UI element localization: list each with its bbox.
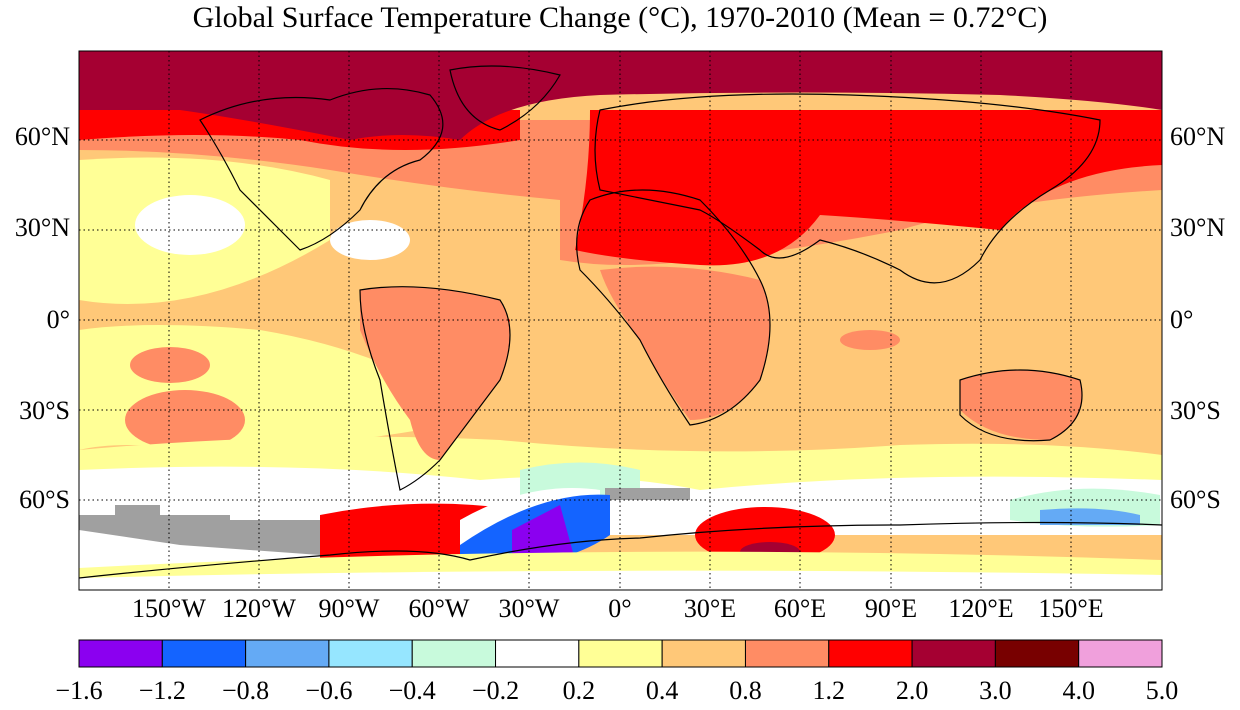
- field-arctic-darkred: [79, 51, 1162, 140]
- colorbar-swatch: [411, 639, 497, 668]
- colorbar-swatch: [911, 639, 996, 668]
- chart-title: Global Surface Temperature Change (°C), …: [192, 1, 1048, 34]
- colorbar: [78, 639, 1163, 668]
- colorbar-swatch: [744, 639, 830, 668]
- lat-label-30n-right: 30°N: [1170, 213, 1226, 242]
- coast-australia: [959, 369, 1083, 442]
- colorbar-swatch: [994, 639, 1080, 668]
- coast-antarctica: [79, 521, 1162, 579]
- lon-label-120e: 120°E: [948, 594, 1014, 623]
- colorbar-swatch: [495, 639, 580, 668]
- colorbar-swatch: [245, 639, 330, 668]
- colorbar-tick-label: 1.2: [812, 676, 846, 705]
- colorbar-tick-label: −0.4: [388, 676, 436, 705]
- colorbar-tick-label: 0.8: [729, 676, 762, 705]
- lat-label-60n-right: 60°N: [1170, 122, 1226, 151]
- lat-label-60n-left: 60°N: [14, 122, 70, 151]
- field-eantarctic-red: [695, 507, 835, 563]
- colorbar-tick-label: −1.2: [138, 676, 186, 705]
- colorbar-swatch: [1078, 639, 1163, 668]
- coast-eurasia: [594, 93, 1101, 284]
- colorbar-tick-label: 4.0: [1062, 676, 1095, 705]
- lon-label-0: 0°: [608, 594, 632, 623]
- lon-label-60w: 60°W: [408, 594, 470, 623]
- colorbar-swatch: [328, 639, 413, 668]
- lat-label-30s-right: 30°S: [1170, 396, 1221, 425]
- lon-label-120w: 120°W: [222, 594, 296, 623]
- field-missing-data: [79, 515, 320, 555]
- colorbar-tick-label: 3.0: [979, 676, 1012, 705]
- coastlines: [79, 65, 1162, 579]
- lat-label-60s-right: 60°S: [1170, 485, 1221, 514]
- lon-label-90e: 90°E: [864, 594, 918, 623]
- colorbar-swatch: [161, 639, 247, 668]
- colorbar-tick-label: −0.6: [305, 676, 353, 705]
- lon-label-30e: 30°E: [683, 594, 737, 623]
- colorbar-tick-label: 0.2: [562, 676, 596, 705]
- colorbar-tick-label: −0.8: [222, 676, 270, 705]
- lat-label-30n-left: 30°N: [14, 213, 70, 242]
- field-npacific-white: [135, 195, 245, 255]
- lat-label-0-right: 0°: [1170, 305, 1194, 334]
- lat-label-30s-left: 30°S: [19, 396, 70, 425]
- colorbar-tick-label: 0.4: [645, 676, 679, 705]
- map-frame: [78, 50, 1163, 591]
- coast-south-america: [359, 286, 511, 491]
- colorbar-swatch: [828, 639, 913, 668]
- colorbar-tick-label: 5.0: [1145, 676, 1179, 705]
- coast-north-america: [199, 87, 444, 251]
- lat-label-0-left: 0°: [46, 305, 70, 334]
- lat-label-60s-left: 60°S: [19, 485, 70, 514]
- colorbar-tick-label: −1.6: [55, 676, 103, 705]
- field-eurasia-red: [575, 110, 1162, 266]
- lon-label-90w: 90°W: [318, 594, 380, 623]
- field-australia: [960, 370, 1082, 440]
- coast-africa: [576, 189, 771, 426]
- lon-label-30w: 30°W: [498, 594, 560, 623]
- field-africa: [600, 266, 770, 420]
- colorbar-swatch: [78, 639, 163, 668]
- graticule: [79, 51, 1162, 590]
- lon-label-60e: 60°E: [773, 594, 827, 623]
- coast-greenland: [449, 65, 561, 131]
- colorbar-tick-label: 2.0: [895, 676, 929, 705]
- lon-label-150w: 150°W: [132, 594, 206, 623]
- field-weddell-purple: [512, 505, 575, 560]
- colorbar-swatch: [578, 639, 663, 668]
- lon-label-150e: 150°E: [1038, 594, 1104, 623]
- colorbar-swatch: [661, 639, 746, 668]
- colorbar-tick-label: −0.2: [471, 676, 520, 705]
